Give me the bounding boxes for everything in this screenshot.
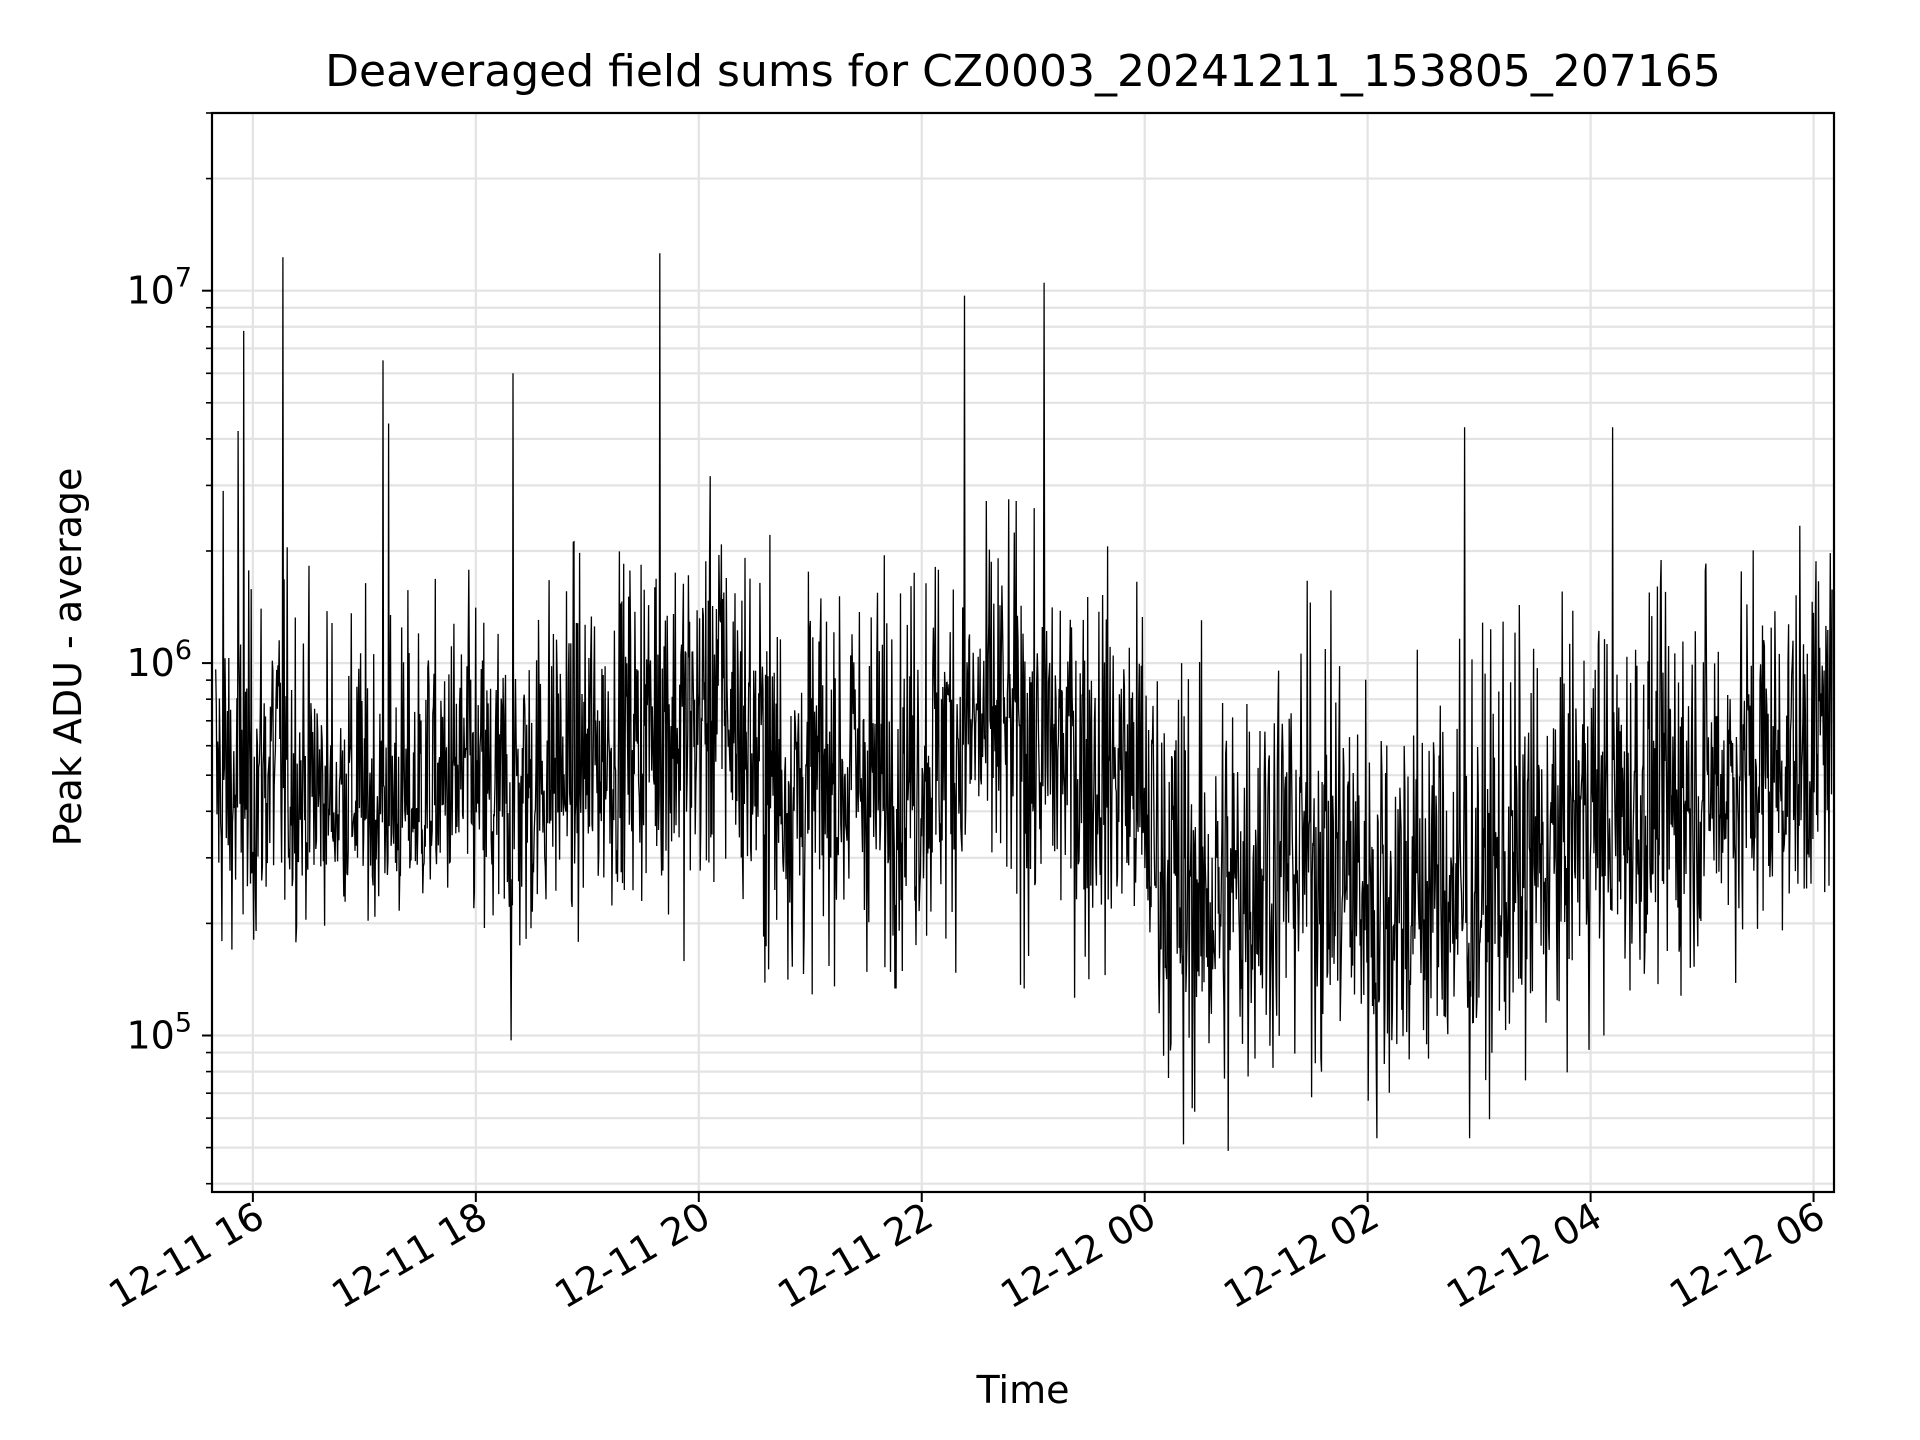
y-axis-label: Peak ADU - average	[46, 468, 90, 847]
y-tick-exponent: 7	[175, 263, 192, 294]
y-tick-base: 10	[126, 269, 174, 313]
series-line	[215, 253, 1833, 1151]
y-tick-exponent: 5	[175, 1008, 192, 1039]
y-tick-base: 10	[126, 1014, 174, 1058]
x-axis-label: Time	[976, 1368, 1070, 1412]
plot-frame	[210, 111, 1836, 1194]
y-tick-base: 10	[126, 641, 174, 685]
plot-area	[215, 253, 1833, 1151]
y-tick-exponent: 6	[175, 635, 192, 666]
y-tick-label: 105	[126, 1008, 192, 1058]
y-tick-label: 107	[126, 263, 192, 313]
y-tick-label: 106	[126, 635, 192, 685]
chart-title: Deaveraged field sums for CZ0003_2024121…	[325, 46, 1721, 97]
